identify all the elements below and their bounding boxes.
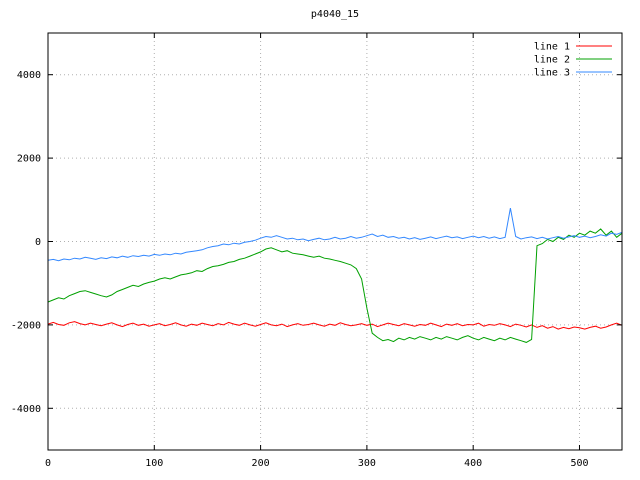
chart-layers: 0 100 200 300 400 500 -4000 -2000 0 2000 4000 line … (11, 32, 623, 469)
series-line-1 (47, 321, 623, 330)
x-tick-label: 200 (252, 458, 270, 469)
series-line-2 (47, 228, 623, 343)
chart-title: p4040_15 (311, 9, 359, 20)
y-tick-label: -2000 (11, 320, 41, 331)
x-tick-label: 0 (45, 458, 51, 469)
y-tick-label: 4000 (17, 70, 41, 81)
series-line-3 (47, 208, 623, 262)
y-tick-label: -4000 (11, 404, 41, 415)
x-tick-label: 400 (464, 458, 482, 469)
y-tick-label: 2000 (17, 154, 41, 165)
y-tick-label: 0 (35, 237, 41, 248)
legend-label-1: line 1 (534, 42, 570, 53)
x-tick-label: 100 (145, 458, 163, 469)
legend-label-2: line 2 (534, 55, 570, 66)
x-tick-label: 300 (358, 458, 376, 469)
x-tick-label: 500 (570, 458, 588, 469)
legend-label-3: line 3 (534, 68, 570, 79)
plot-border (47, 32, 623, 451)
